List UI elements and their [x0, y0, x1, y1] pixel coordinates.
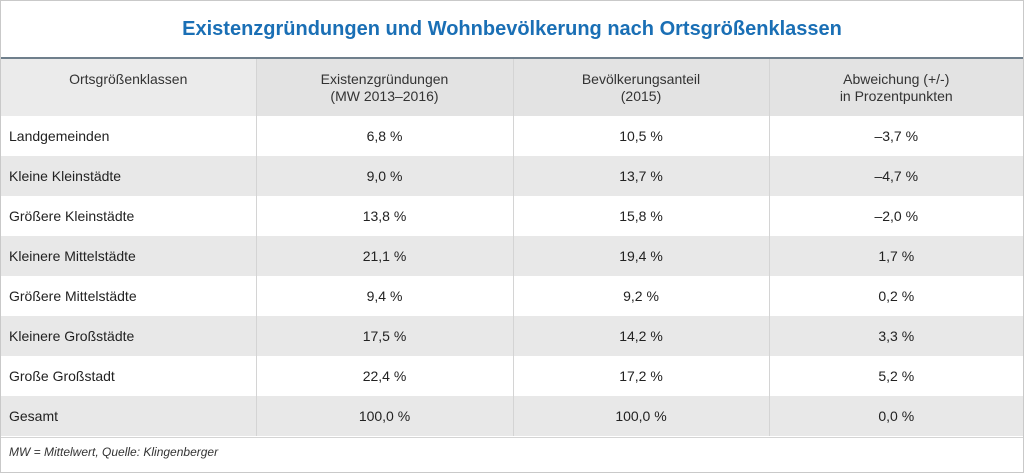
value-cell: 9,0 % [255, 156, 513, 196]
table-title: Existenzgründungen und Wohnbevölkerung n… [1, 1, 1023, 59]
row-label-cell: Landgemeinden [1, 116, 256, 156]
value-cell: 0,0 % [768, 396, 1023, 436]
value-cell: 1,7 % [768, 236, 1023, 276]
table-row: Kleinere Mittelstädte 21,1 % 19,4 % 1,7 % [1, 236, 1023, 276]
value-cell: 3,3 % [768, 316, 1023, 356]
value-cell: 10,5 % [512, 116, 769, 156]
value-cell: 19,4 % [512, 236, 769, 276]
data-table: Ortsgrößenklassen Existenzgründungen (MW… [1, 59, 1023, 436]
row-label-cell: Größere Mittelstädte [1, 276, 256, 316]
value-cell: 17,5 % [255, 316, 513, 356]
value-cell: 6,8 % [255, 116, 513, 156]
row-label-cell: Gesamt [1, 396, 256, 436]
header-abweichung: Abweichung (+/-) in Prozentpunkten [768, 59, 1023, 116]
value-cell: –4,7 % [768, 156, 1023, 196]
row-label-cell: Kleine Kleinstädte [1, 156, 256, 196]
table-row: Größere Mittelstädte 9,4 % 9,2 % 0,2 % [1, 276, 1023, 316]
table-row: Landgemeinden 6,8 % 10,5 % –3,7 % [1, 116, 1023, 156]
header-label: Existenzgründungen [320, 71, 449, 87]
header-label: Abweichung (+/-) [843, 71, 950, 87]
table-row: Kleine Kleinstädte 9,0 % 13,7 % –4,7 % [1, 156, 1023, 196]
table-row: Große Großstadt 22,4 % 17,2 % 5,2 % [1, 356, 1023, 396]
value-cell: 15,8 % [512, 196, 769, 236]
value-cell: 17,2 % [512, 356, 769, 396]
value-cell: 22,4 % [255, 356, 513, 396]
value-cell: 0,2 % [768, 276, 1023, 316]
value-cell: 5,2 % [768, 356, 1023, 396]
header-sublabel: in Prozentpunkten [839, 88, 953, 104]
footnote: MW = Mittelwert, Quelle: Klingenberger [9, 445, 219, 459]
value-cell: 14,2 % [512, 316, 769, 356]
header-bevoelkerungsanteil: Bevölkerungsanteil (2015) [512, 59, 769, 116]
row-label-cell: Große Großstadt [1, 356, 256, 396]
row-label-cell: Kleinere Großstädte [1, 316, 256, 356]
value-cell: 100,0 % [255, 396, 513, 436]
header-ortsgroessenklassen: Ortsgrößenklassen [1, 59, 256, 116]
row-label-cell: Größere Kleinstädte [1, 196, 256, 236]
value-cell: 13,8 % [255, 196, 513, 236]
header-label: Ortsgrößenklassen [69, 71, 188, 87]
value-cell: 13,7 % [512, 156, 769, 196]
header-sublabel: (MW 2013–2016) [330, 88, 439, 104]
header-row: Ortsgrößenklassen Existenzgründungen (MW… [1, 59, 1023, 116]
value-cell: –3,7 % [768, 116, 1023, 156]
table-row: Gesamt 100,0 % 100,0 % 0,0 % [1, 396, 1023, 436]
header-existenzgruendungen: Existenzgründungen (MW 2013–2016) [255, 59, 513, 116]
value-cell: –2,0 % [768, 196, 1023, 236]
table-body: Landgemeinden 6,8 % 10,5 % –3,7 % Kleine Kle… [1, 116, 1023, 436]
footnote-divider [1, 437, 1023, 438]
value-cell: 21,1 % [255, 236, 513, 276]
value-cell: 100,0 % [512, 396, 769, 436]
header-label: Bevölkerungsanteil [581, 71, 701, 87]
table-row: Größere Kleinstädte 13,8 % 15,8 % –2,0 % [1, 196, 1023, 236]
row-label-cell: Kleinere Mittelstädte [1, 236, 256, 276]
value-cell: 9,2 % [512, 276, 769, 316]
header-sublabel: (2015) [620, 88, 662, 104]
value-cell: 9,4 % [255, 276, 513, 316]
table-row: Kleinere Großstädte 17,5 % 14,2 % 3,3 % [1, 316, 1023, 356]
